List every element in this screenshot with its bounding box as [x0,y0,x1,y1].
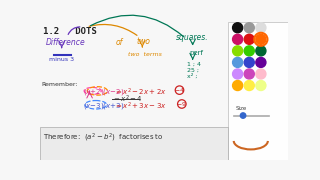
Text: 1 ; 4: 1 ; 4 [187,62,201,67]
Circle shape [233,34,243,44]
Text: $= x^2 + 3x - 3x$: $= x^2 + 3x - 3x$ [114,101,166,112]
Text: Difference: Difference [46,38,86,47]
Text: $= x^2 - 2x + 2x$: $= x^2 - 2x + 2x$ [114,87,166,98]
Text: perf: perf [189,50,204,56]
Circle shape [233,23,243,33]
Circle shape [244,57,254,68]
Text: x² ;: x² ; [187,74,198,79]
Circle shape [256,34,266,44]
Text: two: two [137,37,151,46]
Circle shape [233,57,243,68]
Circle shape [233,69,243,79]
Text: $-9$: $-9$ [176,100,187,108]
Circle shape [233,46,243,56]
Text: 1.2   DOTS: 1.2 DOTS [43,27,97,36]
Text: $(x{-}3)(x{+}3)$: $(x{-}3)(x{+}3)$ [84,101,125,111]
Circle shape [244,80,254,91]
Circle shape [256,23,266,33]
Text: Therefore:  $(a^2 - b^2)$  factorises to: Therefore: $(a^2 - b^2)$ factorises to [43,132,164,144]
Text: 25 ;: 25 ; [187,68,199,73]
FancyBboxPatch shape [40,127,228,160]
Text: $= x^2 - 4$: $= x^2 - 4$ [112,93,143,105]
Circle shape [256,80,266,91]
Text: of: of [115,38,123,47]
Circle shape [256,57,266,68]
Text: Remember:: Remember: [42,82,78,87]
Text: $(x{+}2)(x{-}2)$: $(x{+}2)(x{-}2)$ [84,87,125,97]
Text: $-4$: $-4$ [174,86,185,94]
Text: Size: Size [235,106,246,111]
Text: squares.: squares. [176,33,209,42]
Circle shape [256,69,266,79]
Circle shape [256,46,266,56]
Circle shape [244,46,254,56]
Circle shape [244,23,254,33]
Circle shape [233,80,243,91]
FancyBboxPatch shape [228,22,288,160]
Text: two  terms: two terms [128,52,162,57]
Text: minus 3: minus 3 [49,57,75,62]
Circle shape [244,69,254,79]
Circle shape [244,34,254,44]
Circle shape [240,113,246,118]
